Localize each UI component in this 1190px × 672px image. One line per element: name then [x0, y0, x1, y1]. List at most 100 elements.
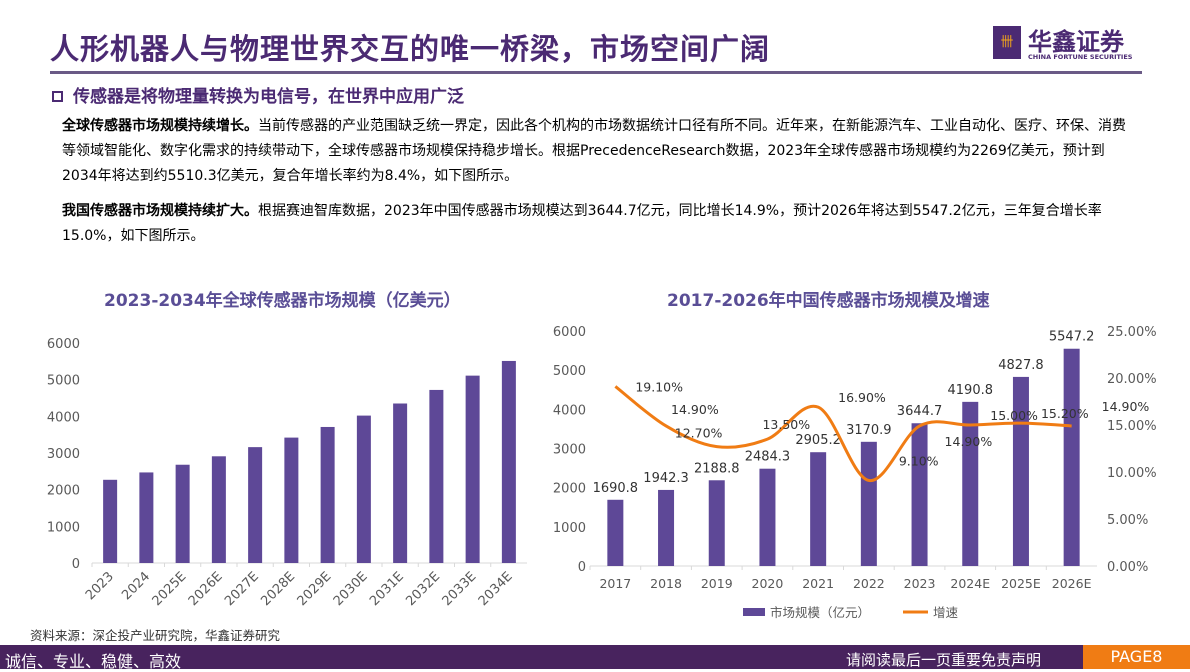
- line-data-label: 15.20%: [1041, 406, 1089, 421]
- bar-data-label: 4827.8: [998, 358, 1044, 373]
- bar: [810, 452, 827, 566]
- paragraph-global: 全球传感器市场规模持续增长。当前传感器的产业范围缺乏统一界定，因此各个机构的市场…: [62, 114, 1132, 189]
- y2-tick-label: 0.00%: [1107, 560, 1148, 575]
- bar-data-label: 5547.2: [1049, 330, 1095, 345]
- y-tick-label: 5000: [47, 374, 80, 389]
- bar: [393, 403, 408, 563]
- footer-bar: [0, 645, 1190, 669]
- y2-tick-label: 10.00%: [1107, 466, 1157, 481]
- x-tick-label: 2017: [599, 576, 631, 591]
- x-tick-label: 2034E: [476, 569, 516, 609]
- subtitle-text: 传感器是将物理量转换为电信号，在世界中应用广泛: [73, 87, 464, 107]
- x-tick-label: 2028E: [258, 569, 298, 609]
- legend-swatch-bar: [743, 608, 765, 616]
- bar-data-label: 2188.8: [694, 461, 740, 476]
- paragraphs: 全球传感器市场规模持续增长。当前传感器的产业范围缺乏统一界定，因此各个机构的市场…: [62, 114, 1132, 259]
- y2-tick-label: 25.00%: [1107, 325, 1157, 340]
- x-tick-label: 2022: [853, 576, 885, 591]
- line-data-label: 9.10%: [899, 453, 939, 468]
- y2-tick-label: 15.00%: [1107, 419, 1157, 434]
- line-data-label: 13.50%: [762, 417, 810, 432]
- bar: [429, 389, 444, 563]
- bar-data-label: 2484.3: [745, 450, 791, 465]
- bar: [103, 479, 118, 563]
- paragraph-china: 我国传感器市场规模持续扩大。根据赛迪智库数据，2023年中国传感器市场规模达到3…: [62, 199, 1132, 249]
- y-tick-label: 0: [72, 557, 80, 572]
- line-data-label: 15.00%: [990, 408, 1038, 423]
- paragraph-body: 当前传感器的产业范围缺乏统一界定，因此各个机构的市场数据统计口径有所不同。近年来…: [62, 118, 1126, 184]
- x-tick-label: 2025E: [150, 569, 190, 609]
- y-tick-label: 6000: [47, 337, 80, 352]
- y-tick-label: 1000: [553, 521, 586, 536]
- bar-data-label: 1942.3: [643, 471, 689, 486]
- x-tick-label: 2025E: [1001, 576, 1041, 591]
- brand-name-en: CHINA FORTUNE SECURITIES: [1028, 53, 1133, 61]
- line-data-label: 16.90%: [838, 390, 886, 405]
- x-tick-label: 2021: [802, 576, 834, 591]
- paragraph-body: 根据赛迪智库数据，2023年中国传感器市场规模达到3644.7亿元，同比增长14…: [62, 203, 1102, 244]
- bar: [962, 401, 979, 566]
- x-tick-label: 2024: [119, 569, 153, 603]
- bar-data-label: 3644.7: [897, 404, 943, 419]
- legend-label: 市场规模（亿元）: [770, 605, 870, 620]
- x-tick-label: 2019: [701, 576, 733, 591]
- bullet-square-icon: [52, 91, 63, 102]
- x-tick-label: 2026E: [186, 569, 226, 609]
- x-tick-label: 2033E: [440, 569, 480, 609]
- section-subtitle: 传感器是将物理量转换为电信号，在世界中应用广泛: [52, 82, 464, 107]
- y2-tick-label: 5.00%: [1107, 513, 1148, 528]
- bar: [1063, 348, 1080, 566]
- x-tick-label: 2020: [752, 576, 784, 591]
- bar-data-label: 3170.9: [846, 423, 892, 438]
- brand-name: 华鑫证券: [1028, 28, 1124, 56]
- bar: [211, 456, 226, 563]
- y-tick-label: 6000: [553, 325, 586, 340]
- bar: [465, 375, 480, 563]
- paragraph-lead: 全球传感器市场规模持续增长。: [62, 118, 258, 134]
- bar: [860, 441, 877, 566]
- title-divider: [50, 71, 1142, 74]
- bar-data-label: 2905.2: [795, 433, 841, 448]
- bar: [320, 426, 335, 563]
- bar-data-label: 1690.8: [593, 481, 639, 496]
- bar: [708, 480, 725, 566]
- x-tick-label: 2029E: [295, 569, 335, 609]
- paragraph-lead: 我国传感器市场规模持续扩大。: [62, 203, 258, 219]
- chart1-title: 2023-2034年全球传感器市场规模（亿美元）: [104, 291, 461, 311]
- y-tick-label: 0: [578, 560, 586, 575]
- y-tick-label: 4000: [47, 410, 80, 425]
- x-tick-label: 2023: [904, 576, 936, 591]
- y-tick-label: 2000: [47, 484, 80, 499]
- x-tick-label: 2018: [650, 576, 682, 591]
- x-tick-label: 2032E: [403, 569, 443, 609]
- line-data-label: 14.90%: [671, 402, 719, 417]
- x-tick-label: 2031E: [367, 569, 407, 609]
- source-note: 资料来源：深企投产业研究院，华鑫证券研究: [30, 628, 281, 643]
- x-tick-label: 2026E: [1052, 576, 1092, 591]
- line-data-label: 14.90%: [1102, 399, 1150, 414]
- y-tick-label: 1000: [47, 520, 80, 535]
- line-data-label: 12.70%: [675, 426, 723, 441]
- bar: [284, 437, 299, 563]
- y-tick-label: 2000: [553, 482, 586, 497]
- y-tick-label: 3000: [47, 447, 80, 462]
- bar: [759, 468, 776, 566]
- growth-line: [614, 385, 1072, 482]
- y-tick-label: 5000: [553, 364, 586, 379]
- page-title: 人形机器人与物理世界交互的唯一桥梁，市场空间广阔: [50, 32, 771, 66]
- y2-tick-label: 20.00%: [1107, 372, 1157, 387]
- page-number: PAGE8: [1083, 645, 1190, 669]
- bar: [1012, 376, 1029, 566]
- disclaimer-link[interactable]: 请阅读最后一页重要免责声明: [846, 651, 1042, 669]
- bar: [607, 499, 624, 566]
- x-tick-label: 2023: [83, 569, 117, 603]
- y-tick-label: 3000: [553, 443, 586, 458]
- bar: [139, 472, 154, 563]
- x-tick-label: 2027E: [222, 569, 262, 609]
- bar-data-label: 4190.8: [948, 383, 994, 398]
- legend-label: 增速: [933, 605, 959, 620]
- bar: [911, 423, 928, 566]
- y-tick-label: 4000: [553, 403, 586, 418]
- logo-icon: 卌: [993, 26, 1021, 59]
